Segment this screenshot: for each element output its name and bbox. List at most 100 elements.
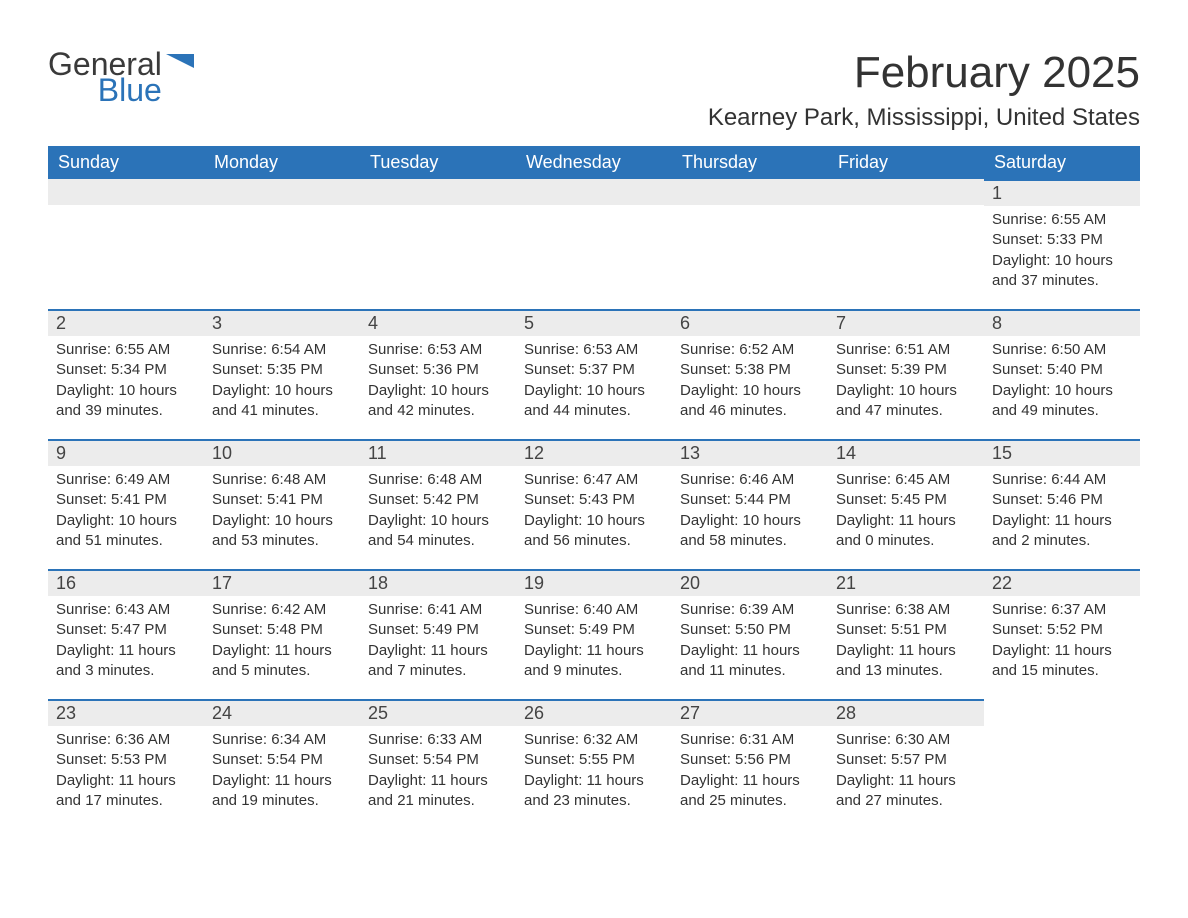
day-cell: 17Sunrise: 6:42 AMSunset: 5:48 PMDayligh… (204, 569, 360, 699)
day-cell: 26Sunrise: 6:32 AMSunset: 5:55 PMDayligh… (516, 699, 672, 829)
sunset-text: Sunset: 5:53 PM (56, 750, 196, 770)
logo: General Blue (48, 48, 194, 106)
calendar-cell (48, 179, 204, 309)
calendar-cell: 21Sunrise: 6:38 AMSunset: 5:51 PMDayligh… (828, 569, 984, 699)
calendar-row: 16Sunrise: 6:43 AMSunset: 5:47 PMDayligh… (48, 569, 1140, 699)
calendar-cell: 2Sunrise: 6:55 AMSunset: 5:34 PMDaylight… (48, 309, 204, 439)
sunrise-text: Sunrise: 6:40 AM (524, 600, 664, 620)
day-details: Sunrise: 6:55 AMSunset: 5:34 PMDaylight:… (48, 336, 204, 429)
sunset-text: Sunset: 5:49 PM (524, 620, 664, 640)
day-details: Sunrise: 6:53 AMSunset: 5:37 PMDaylight:… (516, 336, 672, 429)
day-cell: 9Sunrise: 6:49 AMSunset: 5:41 PMDaylight… (48, 439, 204, 569)
sunrise-text: Sunrise: 6:48 AM (212, 470, 352, 490)
day-details: Sunrise: 6:32 AMSunset: 5:55 PMDaylight:… (516, 726, 672, 819)
calendar-cell: 6Sunrise: 6:52 AMSunset: 5:38 PMDaylight… (672, 309, 828, 439)
day-cell: 4Sunrise: 6:53 AMSunset: 5:36 PMDaylight… (360, 309, 516, 439)
day-details: Sunrise: 6:30 AMSunset: 5:57 PMDaylight:… (828, 726, 984, 819)
sunrise-text: Sunrise: 6:36 AM (56, 730, 196, 750)
day-details: Sunrise: 6:38 AMSunset: 5:51 PMDaylight:… (828, 596, 984, 689)
sunset-text: Sunset: 5:42 PM (368, 490, 508, 510)
calendar-row: 23Sunrise: 6:36 AMSunset: 5:53 PMDayligh… (48, 699, 1140, 829)
calendar-cell (984, 699, 1140, 829)
day-number: 9 (48, 439, 204, 466)
logo-word-blue: Blue (92, 74, 162, 106)
sunrise-text: Sunrise: 6:44 AM (992, 470, 1132, 490)
calendar-cell: 3Sunrise: 6:54 AMSunset: 5:35 PMDaylight… (204, 309, 360, 439)
calendar-cell: 12Sunrise: 6:47 AMSunset: 5:43 PMDayligh… (516, 439, 672, 569)
daylight-text: Daylight: 11 hours and 9 minutes. (524, 641, 664, 682)
day-number: 14 (828, 439, 984, 466)
sunset-text: Sunset: 5:41 PM (56, 490, 196, 510)
sunset-text: Sunset: 5:35 PM (212, 360, 352, 380)
sunset-text: Sunset: 5:54 PM (212, 750, 352, 770)
sunrise-text: Sunrise: 6:55 AM (992, 210, 1132, 230)
weekday-header: Thursday (672, 146, 828, 179)
day-details: Sunrise: 6:31 AMSunset: 5:56 PMDaylight:… (672, 726, 828, 819)
sunrise-text: Sunrise: 6:50 AM (992, 340, 1132, 360)
day-details: Sunrise: 6:44 AMSunset: 5:46 PMDaylight:… (984, 466, 1140, 559)
day-cell: 10Sunrise: 6:48 AMSunset: 5:41 PMDayligh… (204, 439, 360, 569)
calendar-cell: 4Sunrise: 6:53 AMSunset: 5:36 PMDaylight… (360, 309, 516, 439)
day-number: 8 (984, 309, 1140, 336)
day-cell: 25Sunrise: 6:33 AMSunset: 5:54 PMDayligh… (360, 699, 516, 829)
daylight-text: Daylight: 10 hours and 58 minutes. (680, 511, 820, 552)
daylight-text: Daylight: 11 hours and 11 minutes. (680, 641, 820, 682)
day-number: 2 (48, 309, 204, 336)
calendar-cell (360, 179, 516, 309)
calendar-row: 9Sunrise: 6:49 AMSunset: 5:41 PMDaylight… (48, 439, 1140, 569)
calendar-cell: 23Sunrise: 6:36 AMSunset: 5:53 PMDayligh… (48, 699, 204, 829)
daylight-text: Daylight: 10 hours and 41 minutes. (212, 381, 352, 422)
day-number: 10 (204, 439, 360, 466)
daylight-text: Daylight: 10 hours and 47 minutes. (836, 381, 976, 422)
daylight-text: Daylight: 10 hours and 42 minutes. (368, 381, 508, 422)
sunrise-text: Sunrise: 6:48 AM (368, 470, 508, 490)
sunrise-text: Sunrise: 6:45 AM (836, 470, 976, 490)
day-number: 20 (672, 569, 828, 596)
day-details: Sunrise: 6:49 AMSunset: 5:41 PMDaylight:… (48, 466, 204, 559)
calendar-cell: 10Sunrise: 6:48 AMSunset: 5:41 PMDayligh… (204, 439, 360, 569)
daylight-text: Daylight: 10 hours and 51 minutes. (56, 511, 196, 552)
empty-day-header (360, 179, 516, 205)
sunrise-text: Sunrise: 6:54 AM (212, 340, 352, 360)
weekday-header: Tuesday (360, 146, 516, 179)
day-details: Sunrise: 6:43 AMSunset: 5:47 PMDaylight:… (48, 596, 204, 689)
daylight-text: Daylight: 11 hours and 15 minutes. (992, 641, 1132, 682)
daylight-text: Daylight: 10 hours and 37 minutes. (992, 251, 1132, 292)
sunrise-text: Sunrise: 6:30 AM (836, 730, 976, 750)
calendar-cell: 5Sunrise: 6:53 AMSunset: 5:37 PMDaylight… (516, 309, 672, 439)
day-number: 15 (984, 439, 1140, 466)
day-number: 16 (48, 569, 204, 596)
day-number: 4 (360, 309, 516, 336)
daylight-text: Daylight: 11 hours and 17 minutes. (56, 771, 196, 812)
calendar-row: 1Sunrise: 6:55 AMSunset: 5:33 PMDaylight… (48, 179, 1140, 309)
sunset-text: Sunset: 5:50 PM (680, 620, 820, 640)
sunrise-text: Sunrise: 6:42 AM (212, 600, 352, 620)
calendar-cell: 16Sunrise: 6:43 AMSunset: 5:47 PMDayligh… (48, 569, 204, 699)
calendar-cell: 13Sunrise: 6:46 AMSunset: 5:44 PMDayligh… (672, 439, 828, 569)
day-cell: 28Sunrise: 6:30 AMSunset: 5:57 PMDayligh… (828, 699, 984, 829)
day-number: 19 (516, 569, 672, 596)
sunrise-text: Sunrise: 6:52 AM (680, 340, 820, 360)
day-details: Sunrise: 6:41 AMSunset: 5:49 PMDaylight:… (360, 596, 516, 689)
day-number: 18 (360, 569, 516, 596)
sunrise-text: Sunrise: 6:39 AM (680, 600, 820, 620)
calendar-cell: 24Sunrise: 6:34 AMSunset: 5:54 PMDayligh… (204, 699, 360, 829)
day-number: 26 (516, 699, 672, 726)
calendar-cell: 18Sunrise: 6:41 AMSunset: 5:49 PMDayligh… (360, 569, 516, 699)
sunset-text: Sunset: 5:49 PM (368, 620, 508, 640)
day-cell: 21Sunrise: 6:38 AMSunset: 5:51 PMDayligh… (828, 569, 984, 699)
weekday-header: Wednesday (516, 146, 672, 179)
sunset-text: Sunset: 5:51 PM (836, 620, 976, 640)
day-details: Sunrise: 6:52 AMSunset: 5:38 PMDaylight:… (672, 336, 828, 429)
day-cell: 27Sunrise: 6:31 AMSunset: 5:56 PMDayligh… (672, 699, 828, 829)
calendar-cell: 15Sunrise: 6:44 AMSunset: 5:46 PMDayligh… (984, 439, 1140, 569)
calendar-cell: 11Sunrise: 6:48 AMSunset: 5:42 PMDayligh… (360, 439, 516, 569)
day-details: Sunrise: 6:45 AMSunset: 5:45 PMDaylight:… (828, 466, 984, 559)
daylight-text: Daylight: 11 hours and 7 minutes. (368, 641, 508, 682)
day-number: 5 (516, 309, 672, 336)
title-block: February 2025 Kearney Park, Mississippi,… (708, 48, 1140, 132)
weekday-header: Saturday (984, 146, 1140, 179)
sunset-text: Sunset: 5:41 PM (212, 490, 352, 510)
day-number: 22 (984, 569, 1140, 596)
day-number: 7 (828, 309, 984, 336)
